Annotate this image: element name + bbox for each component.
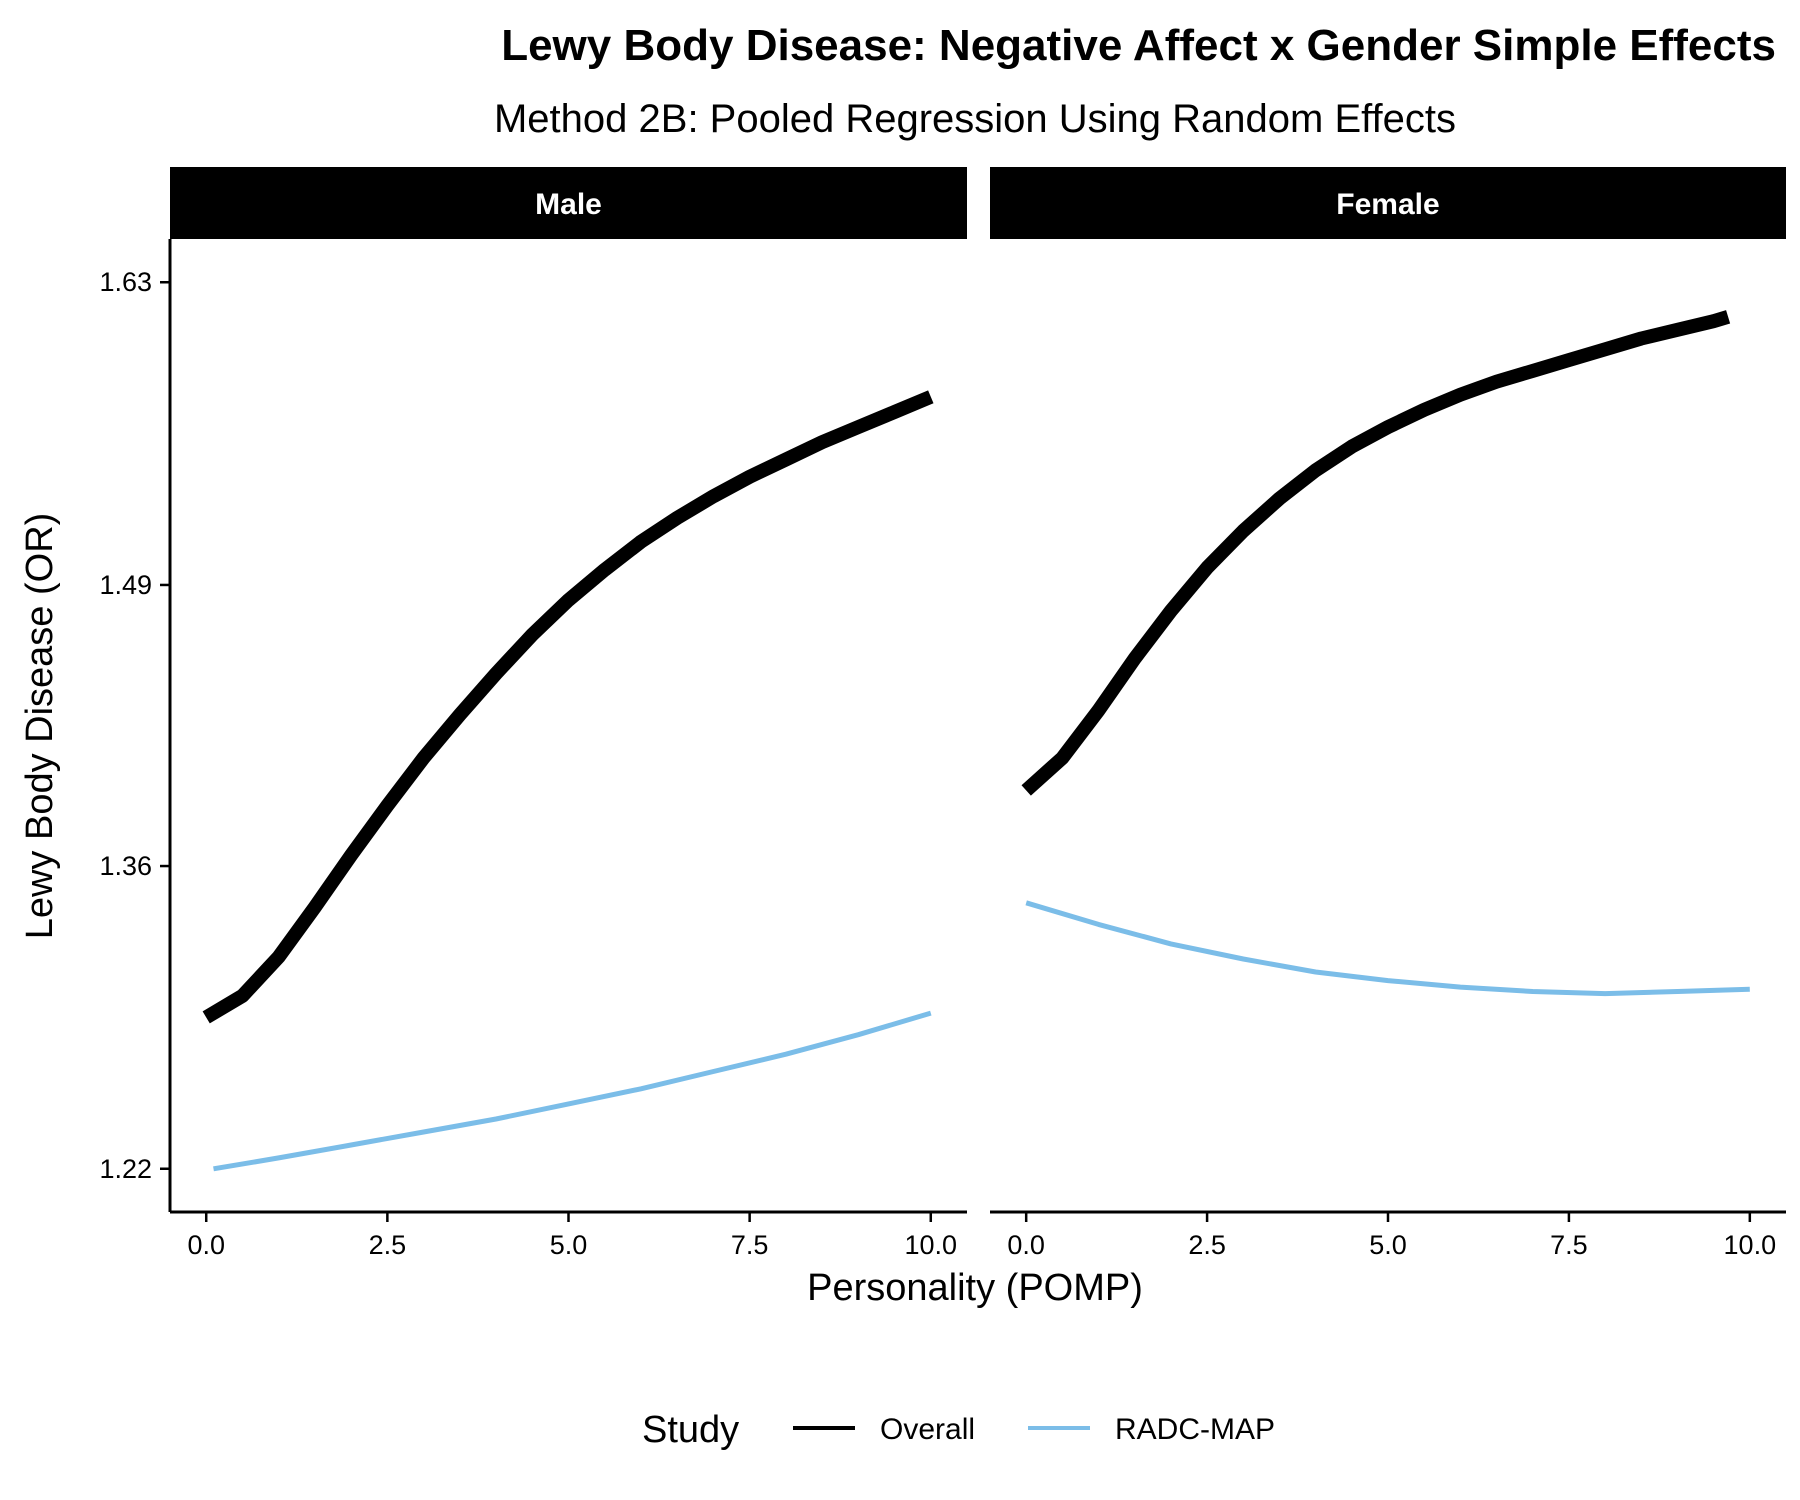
y-tick-label: 1.22 bbox=[99, 1154, 152, 1184]
series-line-overall bbox=[1021, 310, 1731, 796]
x-tick-label: 10.0 bbox=[1724, 1230, 1777, 1260]
chart-title: Lewy Body Disease: Negative Affect x Gen… bbox=[501, 21, 1776, 70]
x-axis-title: Personality (POMP) bbox=[807, 1267, 1143, 1309]
panel-female: Female 0.0 2.5 5.0 7.5 10.0 bbox=[990, 167, 1786, 1260]
x-tick-label: 2.5 bbox=[369, 1230, 407, 1260]
y-tick-label: 1.63 bbox=[99, 267, 152, 297]
x-tick-label: 0.0 bbox=[187, 1230, 225, 1260]
strip-label: Female bbox=[1336, 188, 1439, 221]
strip-female bbox=[990, 167, 1786, 239]
y-axis-title: Lewy Body Disease (OR) bbox=[19, 513, 61, 940]
y-tick-label: 1.49 bbox=[99, 570, 152, 600]
strip-label: Male bbox=[535, 188, 602, 221]
x-tick-label: 5.0 bbox=[550, 1230, 588, 1260]
chart-subtitle: Method 2B: Pooled Regression Using Rando… bbox=[494, 97, 1456, 141]
x-tick-label: 10.0 bbox=[904, 1230, 957, 1260]
x-tick-label: 2.5 bbox=[1188, 1230, 1226, 1260]
legend: Study Overall RADC-MAP bbox=[642, 1409, 1275, 1451]
legend-label-radc-map: RADC-MAP bbox=[1115, 1413, 1275, 1446]
strip-male bbox=[170, 167, 967, 239]
series-line-radc-map bbox=[1025, 900, 1750, 997]
panel-male: Male 0.0 2.5 5.0 7.5 10.0 1.22 1.36 1.49 1.63 bbox=[99, 167, 967, 1260]
y-tick-label: 1.36 bbox=[99, 851, 152, 881]
legend-label-overall: Overall bbox=[880, 1413, 975, 1446]
legend-title: Study bbox=[642, 1409, 739, 1451]
series-line-radc-map bbox=[213, 1010, 932, 1172]
x-tick-label: 0.0 bbox=[1007, 1230, 1045, 1260]
x-tick-label: 7.5 bbox=[731, 1230, 769, 1260]
panels: Male 0.0 2.5 5.0 7.5 10.0 1.22 1.36 1.49 1.63 Fema… bbox=[99, 167, 1786, 1260]
x-tick-label: 7.5 bbox=[1550, 1230, 1588, 1260]
series-line-overall bbox=[202, 390, 934, 1024]
x-tick-label: 5.0 bbox=[1369, 1230, 1407, 1260]
